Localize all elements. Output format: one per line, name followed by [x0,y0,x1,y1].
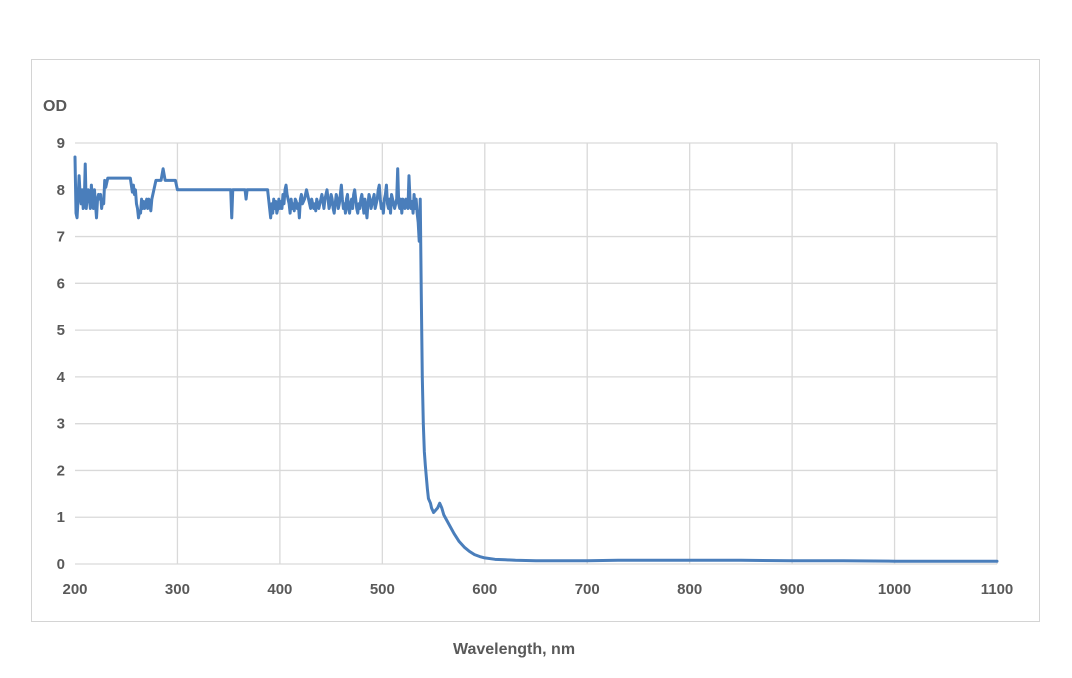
y-tick-label: 1 [57,509,65,526]
x-tick-label: 200 [62,581,87,598]
y-tick-label: 2 [57,462,65,479]
y-tick-label: 7 [57,229,65,246]
x-tick-labels: 200 300 400 500 600 700 800 900 1000 1100 [62,581,1013,598]
x-axis-title: Wavelength, nm [453,641,575,658]
x-tick-label: 800 [677,581,702,598]
y-tick-label: 4 [57,369,66,386]
od-series-line [73,155,999,563]
y-tick-label: 3 [57,416,65,433]
y-tick-label: 9 [57,135,65,152]
od-wavelength-chart: 0 1 2 3 4 5 6 7 8 9 200 300 400 500 600 700 800 900 1000 1… [43,98,1013,598]
x-tick-label: 900 [780,581,805,598]
x-tick-label: 500 [370,581,395,598]
x-tick-label: 1100 [981,581,1014,598]
y-tick-labels: 0 1 2 3 4 5 6 7 8 9 [57,135,66,573]
chart-area: 0 1 2 3 4 5 6 7 8 9 200 300 400 500 600 700 800 900 1000 1… [31,59,1040,622]
y-tick-label: 5 [57,322,65,339]
x-tick-label: 300 [165,581,190,598]
y-tick-label: 8 [57,182,65,199]
x-tick-label: 700 [575,581,600,598]
y-tick-label: 6 [57,275,65,292]
x-tick-label: 1000 [878,581,911,598]
series-layer [73,155,999,563]
x-tick-label: 600 [472,581,497,598]
gridlines [75,142,998,565]
y-axis-title: OD [43,98,67,115]
y-tick-label: 0 [57,556,65,573]
x-tick-label: 400 [267,581,292,598]
